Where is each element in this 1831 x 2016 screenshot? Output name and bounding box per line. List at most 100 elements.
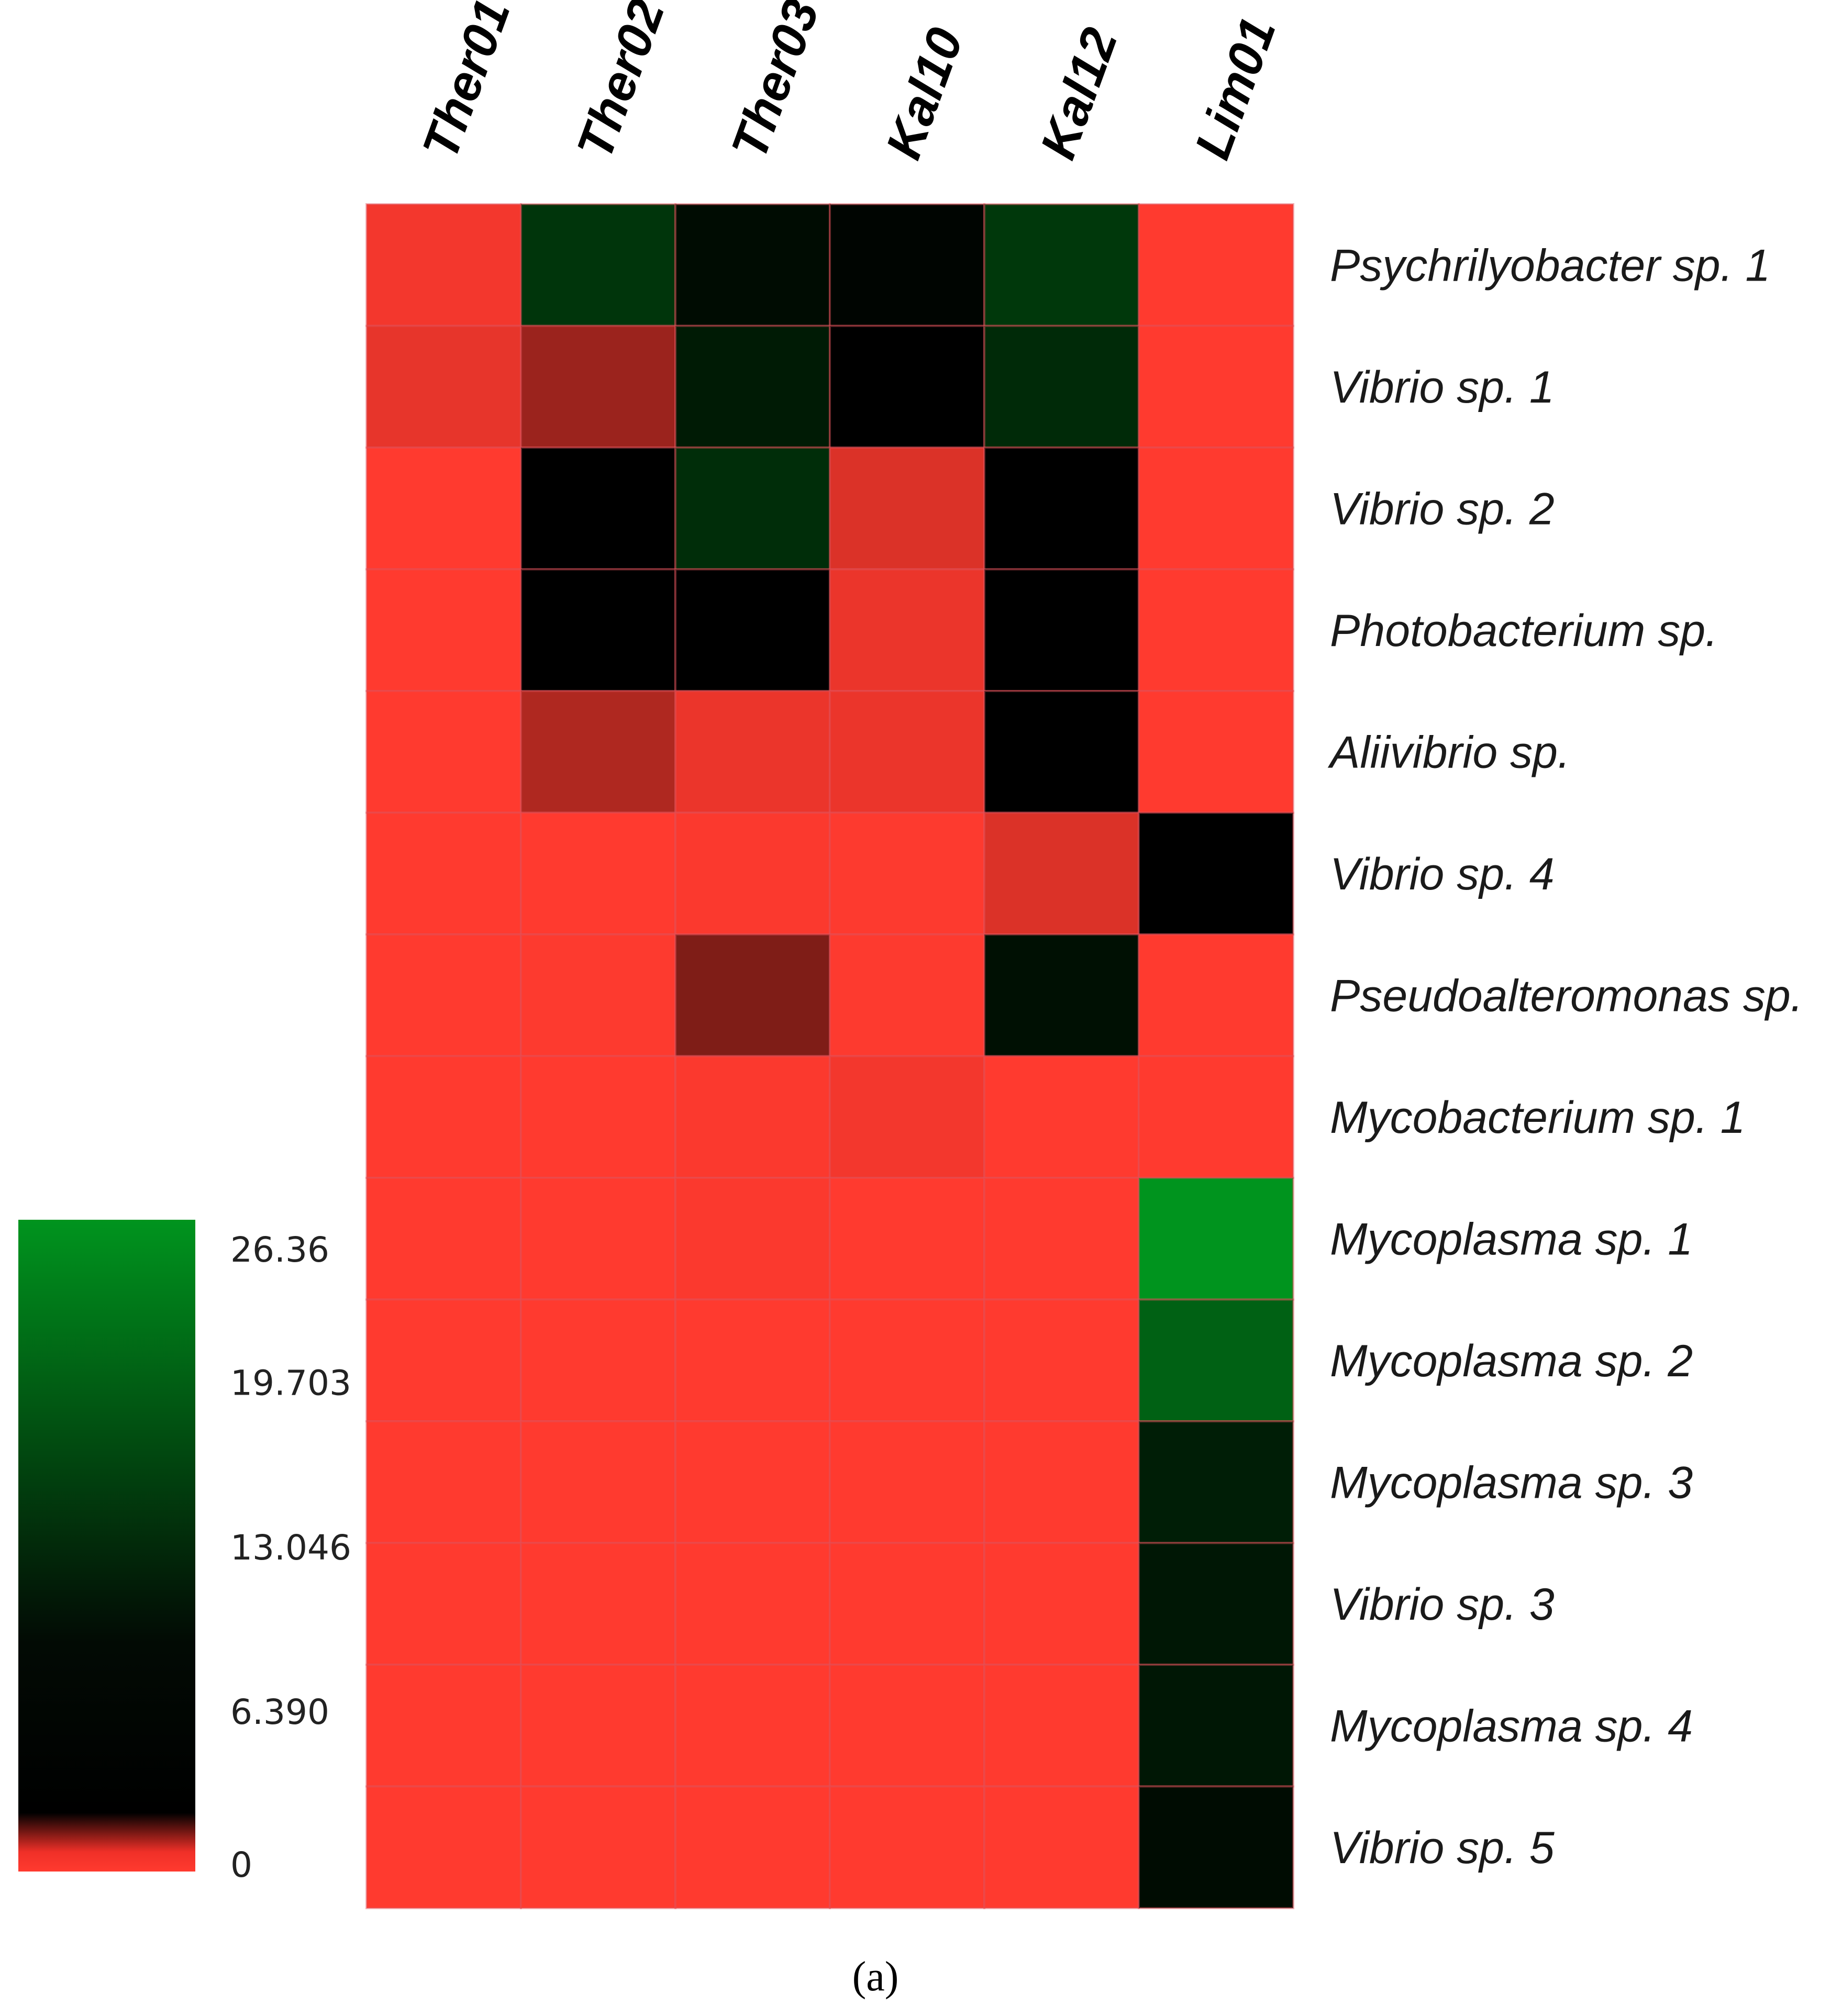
heatmap-cell — [829, 933, 985, 1057]
heatmap-cell — [829, 690, 985, 814]
heatmap-cell — [983, 1785, 1140, 1909]
heatmap-cell — [365, 690, 522, 814]
heatmap-cell — [365, 811, 522, 935]
heatmap-cell — [674, 1298, 831, 1422]
heatmap-cell — [674, 447, 831, 571]
heatmap-cell — [365, 933, 522, 1057]
heatmap-cell — [983, 1542, 1140, 1666]
color-scale-legend — [18, 1220, 195, 1872]
heatmap-cell — [365, 1177, 522, 1301]
heatmap-cells — [365, 203, 1294, 1909]
column-label: Lim01 — [1184, 10, 1286, 166]
heatmap-cell — [674, 325, 831, 449]
column-label: Kal12 — [1030, 21, 1128, 166]
heatmap-cell — [674, 811, 831, 935]
heatmap-cell — [1138, 1298, 1294, 1422]
column-label: Ther02 — [567, 0, 675, 166]
row-label: Mycobacterium sp. 1 — [1330, 1093, 1745, 1143]
heatmap-cell — [520, 1542, 676, 1666]
heatmap-cell — [674, 1420, 831, 1544]
heatmap-cell — [983, 447, 1140, 571]
heatmap-cell — [829, 1420, 985, 1544]
heatmap-cell — [1138, 203, 1294, 327]
scale-tick-label: 6.390 — [230, 1692, 329, 1732]
row-label: Vibrio sp. 2 — [1330, 484, 1555, 534]
heatmap-cell — [674, 568, 831, 692]
heatmap-cell — [1138, 1055, 1294, 1179]
heatmap-cell — [983, 325, 1140, 449]
heatmap-cell — [520, 447, 676, 571]
color-scale-ticks: 26.36 19.703 13.046 6.390 0 — [230, 1230, 351, 1885]
heatmap-cell — [520, 1664, 676, 1788]
heatmap-cell — [674, 1055, 831, 1179]
heatmap-cell — [365, 325, 522, 449]
heatmap-cell — [1138, 1542, 1294, 1666]
heatmap-cell — [365, 1298, 522, 1422]
heatmap-cell — [829, 1177, 985, 1301]
row-label: Pseudoalteromonas sp. — [1330, 971, 1803, 1021]
heatmap-cell — [1138, 1177, 1294, 1301]
row-label: Mycoplasma sp. 3 — [1330, 1457, 1693, 1508]
heatmap-cell — [520, 1298, 676, 1422]
heatmap-cell — [365, 203, 522, 327]
heatmap-cell — [1138, 811, 1294, 935]
row-label: Vibrio sp. 4 — [1330, 849, 1555, 899]
heatmap-cell — [674, 933, 831, 1057]
row-label: Mycoplasma sp. 1 — [1330, 1214, 1693, 1264]
heatmap-cell — [829, 325, 985, 449]
heatmap-cell — [520, 568, 676, 692]
heatmap-cell — [520, 325, 676, 449]
heatmap-cell — [520, 933, 676, 1057]
heatmap-cell — [983, 1420, 1140, 1544]
heatmap-cell — [829, 1664, 985, 1788]
heatmap-cell — [365, 1542, 522, 1666]
row-label: Vibrio sp. 1 — [1330, 362, 1555, 413]
heatmap-cell — [983, 203, 1140, 327]
heatmap-cell — [674, 1664, 831, 1788]
row-label: Aliivibrio sp. — [1327, 727, 1570, 777]
heatmap-cell — [983, 933, 1140, 1057]
heatmap-cell — [365, 1785, 522, 1909]
scale-tick-label: 13.046 — [230, 1528, 351, 1568]
heatmap-cell — [674, 1542, 831, 1666]
row-label: Mycoplasma sp. 4 — [1330, 1701, 1693, 1751]
heatmap-cell — [983, 811, 1140, 935]
scale-tick-label: 0 — [230, 1845, 252, 1885]
row-label: Psychrilyobacter sp. 1 — [1330, 240, 1770, 291]
heatmap-cell — [1138, 447, 1294, 571]
heatmap-cell — [520, 203, 676, 327]
heatmap-cell — [674, 1785, 831, 1909]
heatmap-cell — [1138, 1785, 1294, 1909]
heatmap-cell — [1138, 690, 1294, 814]
heatmap-cell — [983, 1177, 1140, 1301]
heatmap-cell — [983, 1664, 1140, 1788]
color-scale-bar — [18, 1220, 195, 1872]
heatmap-cell — [365, 1664, 522, 1788]
heatmap-cell — [829, 1785, 985, 1909]
heatmap-cell — [520, 690, 676, 814]
heatmap-cell — [829, 1298, 985, 1422]
heatmap-cell — [1138, 933, 1294, 1057]
heatmap-cell — [829, 1542, 985, 1666]
row-labels: Psychrilyobacter sp. 1 Vibrio sp. 1 Vibrio… — [1327, 240, 1803, 1873]
heatmap-cell — [1138, 1420, 1294, 1544]
heatmap-cell — [674, 203, 831, 327]
scale-tick-label: 26.36 — [230, 1230, 329, 1270]
column-label: Ther03 — [721, 0, 830, 166]
column-labels: Ther01 Ther02 Ther03 Kal10 Kal12 Lim01 — [412, 0, 1286, 166]
column-label: Ther01 — [412, 0, 521, 166]
heatmap-cell — [983, 690, 1140, 814]
heatmap-cell — [829, 811, 985, 935]
heatmap-cell — [674, 690, 831, 814]
heatmap-cell — [829, 1055, 985, 1179]
heatmap-cell — [983, 568, 1140, 692]
heatmap-cell — [1138, 325, 1294, 449]
heatmap-cell — [365, 1055, 522, 1179]
heatmap-cell — [1138, 1664, 1294, 1788]
heatmap-cell — [983, 1055, 1140, 1179]
heatmap-cell — [829, 447, 985, 571]
row-label: Photobacterium sp. — [1330, 606, 1718, 656]
row-label: Vibrio sp. 3 — [1330, 1579, 1555, 1630]
heatmap-cell — [365, 568, 522, 692]
heatmap-cell — [983, 1298, 1140, 1422]
